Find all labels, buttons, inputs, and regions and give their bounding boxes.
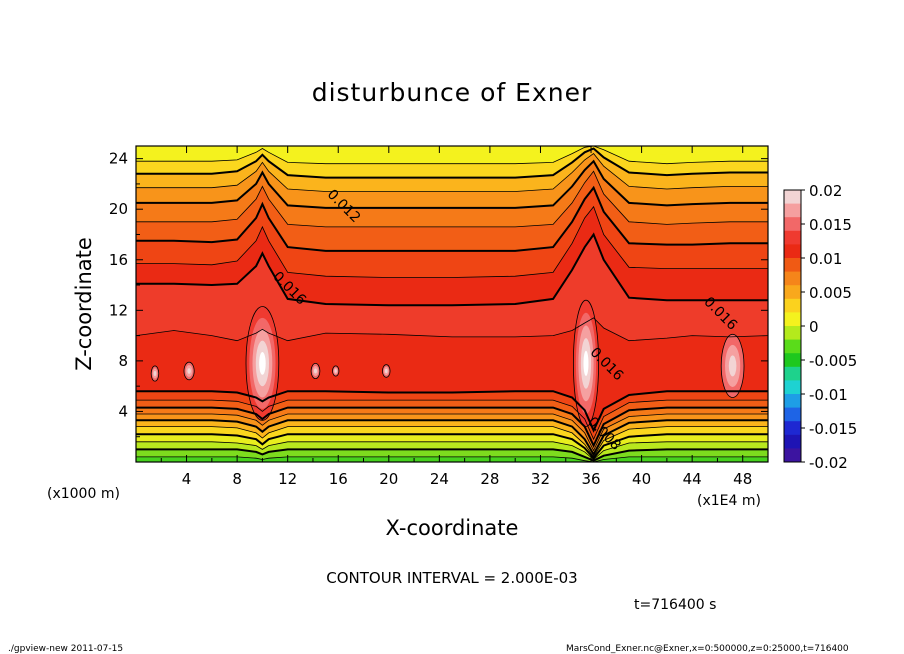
x-tick-label: 16 — [329, 470, 348, 488]
y-tick-label: 4 — [118, 402, 128, 420]
contour-core — [153, 371, 157, 377]
x-tick-label: 44 — [683, 470, 702, 488]
colorbar-swatch — [784, 298, 801, 313]
contour-line — [136, 426, 768, 458]
contour-line — [136, 448, 768, 462]
y-tick-label: 24 — [109, 150, 128, 168]
colorbar-label: 0.02 — [809, 182, 842, 200]
colorbar-swatch — [784, 271, 801, 286]
contour-line — [136, 153, 768, 192]
x-tick-label: 12 — [278, 470, 297, 488]
colorbar-label: -0.02 — [809, 454, 848, 472]
contour-line — [136, 146, 768, 165]
colorbar-swatch — [784, 312, 801, 327]
y-axis-label: Z-coordinate — [72, 237, 96, 371]
contour-core — [187, 368, 191, 374]
contour-fill-group — [136, 146, 768, 462]
contour-core — [313, 368, 317, 374]
colorbar-label: -0.01 — [809, 386, 848, 404]
colorbar-swatch — [784, 353, 801, 368]
contour-line — [136, 147, 768, 179]
x-tick-label: 32 — [531, 470, 550, 488]
x-axis-label: X-coordinate — [386, 516, 519, 540]
colorbar-swatch — [784, 217, 801, 232]
contour-interval-text: CONTOUR INTERVAL = 2.000E-03 — [326, 569, 577, 587]
x-axis-ticks: 4 8 12 16 20 24 28 32 36 40 44 48 — [160, 146, 752, 488]
contour-line — [136, 170, 768, 228]
colorbar-swatch — [784, 421, 801, 436]
x-tick-label: 4 — [182, 470, 192, 488]
colorbar-swatch — [784, 285, 801, 300]
y-tick-label: 20 — [109, 200, 128, 218]
chart-title: disturbunce of Exner — [312, 78, 593, 107]
y-tick-label: 8 — [118, 352, 128, 370]
colorbar-label: -0.005 — [809, 352, 857, 370]
footer-left: ./gpview-new 2011-07-15 — [8, 644, 123, 654]
x-scale-label: (x1E4 m) — [697, 493, 761, 509]
plot-area — [136, 146, 768, 462]
x-tick-label: 36 — [581, 470, 600, 488]
contour-core — [728, 355, 737, 377]
colorbar-label: -0.015 — [809, 420, 857, 438]
contour-line — [136, 399, 768, 441]
contour-line — [136, 419, 768, 457]
colorbar-swatch — [784, 394, 801, 408]
contour-line — [136, 406, 768, 448]
colorbar-swatch — [784, 326, 801, 340]
contour-line — [136, 205, 768, 278]
x-tick-label: 28 — [480, 470, 499, 488]
x-tick-label: 24 — [430, 470, 449, 488]
contour-line — [136, 390, 768, 433]
colorbar-label: 0 — [809, 318, 819, 336]
contour-core — [259, 352, 266, 375]
colorbar: 0.02 0.015 0.01 0.005 0 -0.005 -0.01 -0.015 -0.0… — [783, 182, 857, 472]
contour-line — [136, 232, 768, 307]
x-tick-label: 20 — [379, 470, 398, 488]
colorbar-swatch — [784, 380, 801, 395]
colorbar-swatch — [784, 366, 801, 381]
contour-line — [136, 159, 768, 209]
y-axis-ticks: 4 8 12 16 20 24 — [109, 150, 768, 438]
colorbar-swatch — [784, 258, 801, 272]
footer-right: MarsCond_Exner.nc@Exner,x=0:500000,z=0:2… — [566, 644, 849, 654]
x-tick-label: 40 — [632, 470, 651, 488]
contour-line — [136, 441, 768, 461]
contour-line — [136, 185, 768, 252]
colorbar-label: 0.01 — [809, 250, 842, 268]
contour-line — [136, 317, 768, 342]
contour-band — [136, 456, 768, 462]
contour-line — [136, 456, 768, 462]
plot-frame — [135, 145, 769, 463]
y-tick-label: 16 — [109, 251, 128, 269]
colorbar-label: 0.015 — [809, 216, 852, 234]
colorbar-swatch — [784, 407, 801, 422]
x-tick-label: 8 — [232, 470, 242, 488]
colorbar-swatch — [784, 203, 801, 218]
time-text: t=716400 s — [634, 597, 716, 613]
colorbar-label: 0.005 — [809, 284, 852, 302]
contour-line — [136, 433, 768, 460]
y-tick-label: 12 — [109, 301, 128, 319]
colorbar-swatch — [784, 244, 801, 259]
colorbar-swatch — [784, 339, 801, 354]
contour-core — [583, 350, 589, 377]
x-unit-label: (x1000 m) — [47, 486, 120, 502]
contour-line — [136, 413, 768, 452]
colorbar-swatch — [784, 434, 801, 449]
colorbar-swatch — [784, 190, 801, 204]
x-tick-label: 48 — [733, 470, 752, 488]
contour-core — [334, 369, 337, 373]
colorbar-swatch — [784, 448, 801, 463]
contour-core — [384, 368, 388, 374]
colorbar-swatch — [784, 230, 801, 245]
